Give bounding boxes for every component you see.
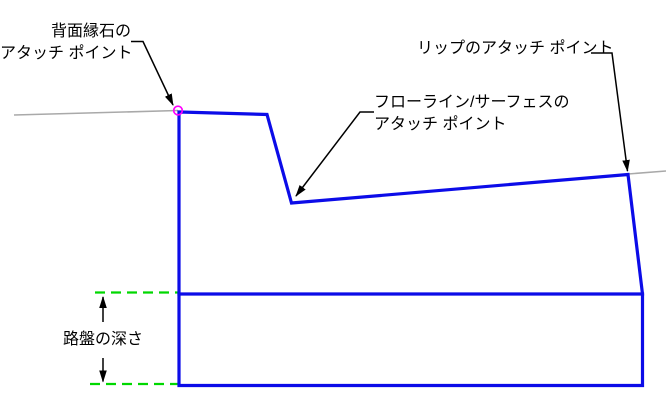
label-back-curb-line1: 背面縁石の <box>50 23 131 40</box>
label-flowline-attach-point: フローライン/サーフェスの アタッチ ポイント <box>374 92 570 136</box>
lip-leader-arrow <box>591 52 630 172</box>
curb-profile <box>177 110 645 388</box>
subbase-extent-lines <box>90 291 178 386</box>
label-lip-attach-point: リップのアタッチ ポイント <box>417 40 614 57</box>
label-flowline-line2: アタッチ ポイント <box>374 116 507 133</box>
curb-profile-outline <box>177 110 645 388</box>
flowline-leader-arrow <box>295 111 374 197</box>
label-flowline-line1: フローライン/サーフェスの <box>374 94 570 111</box>
back-curb-attach-point-marker <box>172 105 184 116</box>
surface-link-left-line <box>13 109 179 116</box>
surface-link-lines <box>13 109 666 175</box>
annotation-leaders <box>99 40 630 383</box>
label-subbase-depth: 路盤の深さ <box>62 331 143 348</box>
label-back-curb-attach-point: 背面縁石の アタッチ ポイント <box>0 21 133 65</box>
back-curb-leader-arrow <box>131 40 174 106</box>
label-back-curb-line2: アタッチ ポイント <box>0 45 133 62</box>
surface-link-right-line <box>627 170 666 175</box>
